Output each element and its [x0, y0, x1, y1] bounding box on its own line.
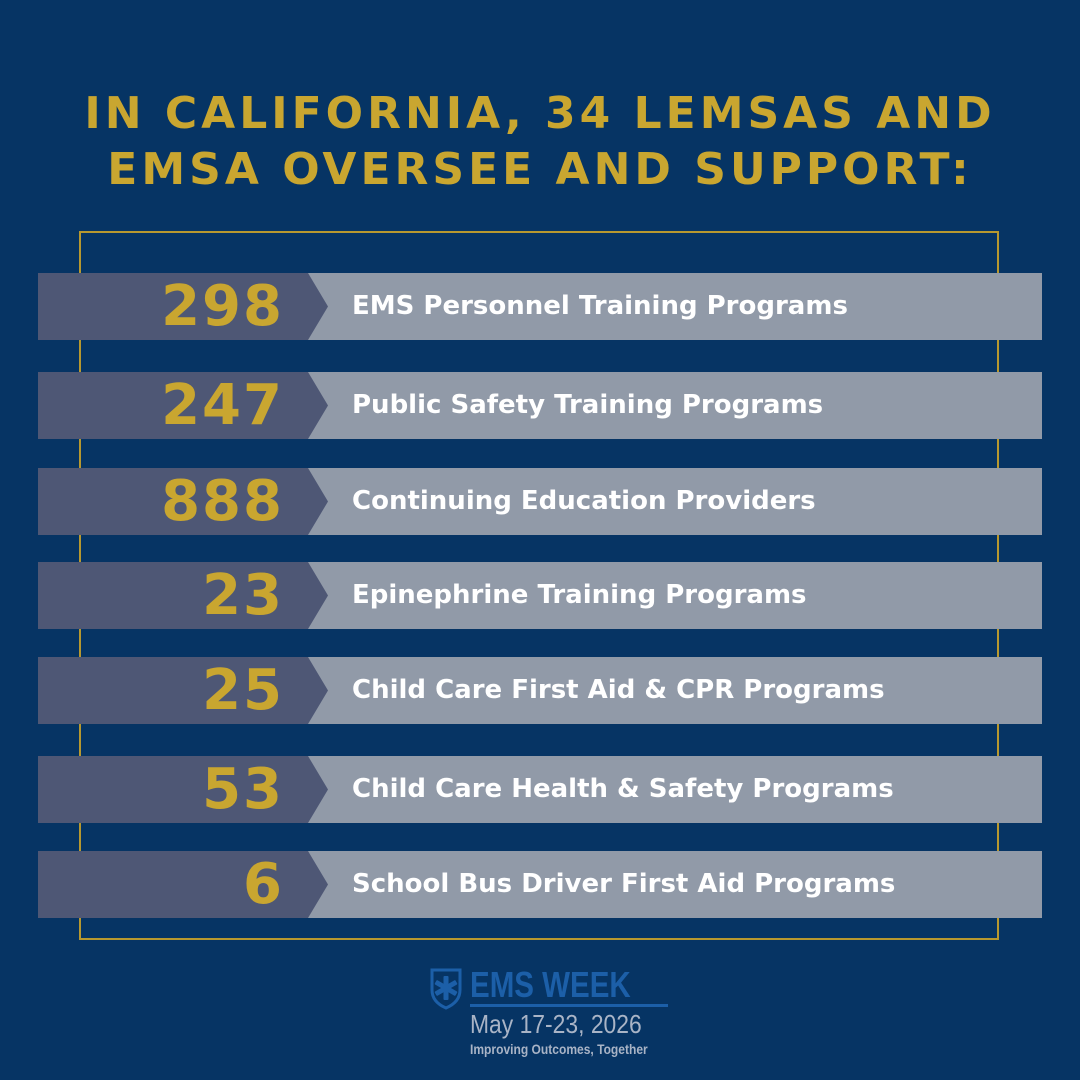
stat-label: Epinephrine Training Programs: [352, 580, 807, 610]
title-line-2: EMSA OVERSEE AND SUPPORT:: [107, 144, 973, 195]
stat-number: 888: [161, 469, 284, 534]
number-band: [38, 851, 328, 918]
title-line-1: IN CALIFORNIA, 34 LEMSAS AND: [84, 88, 996, 139]
stat-number: 298: [161, 274, 284, 339]
logo-text: EMS WEEK: [470, 964, 631, 1005]
stat-label: Child Care Health & Safety Programs: [352, 774, 894, 804]
number-band: [38, 372, 328, 439]
star-of-life-shield-icon: [430, 968, 462, 1010]
ems-week-logo: EMS WEEK May 17-23, 2026 Improving Outco…: [428, 964, 668, 1064]
tagline: Improving Outcomes, Together: [470, 1041, 648, 1057]
stat-row: 25 Child Care First Aid & CPR Programs: [38, 657, 1042, 724]
stat-label: EMS Personnel Training Programs: [352, 291, 848, 321]
event-dates: May 17-23, 2026: [470, 1009, 642, 1039]
stat-number: 247: [161, 373, 284, 438]
stat-label: School Bus Driver First Aid Programs: [352, 869, 896, 899]
stat-label: Continuing Education Providers: [352, 486, 816, 516]
page-title: IN CALIFORNIA, 34 LEMSAS AND EMSA OVERSE…: [0, 86, 1080, 198]
stat-row: 298 EMS Personnel Training Programs: [38, 273, 1042, 340]
logo-underline: [470, 1004, 668, 1007]
number-band: [38, 756, 328, 823]
number-band: [38, 468, 328, 535]
stat-number: 23: [202, 563, 284, 628]
stat-number: 53: [202, 757, 284, 822]
stat-row: 23 Epinephrine Training Programs: [38, 562, 1042, 629]
stat-number: 25: [202, 658, 284, 723]
stat-number: 6: [243, 852, 284, 917]
stat-row: 53 Child Care Health & Safety Programs: [38, 756, 1042, 823]
stat-label: Public Safety Training Programs: [352, 390, 824, 420]
number-band: [38, 562, 328, 629]
number-band: [38, 273, 328, 340]
stat-row: 888 Continuing Education Providers: [38, 468, 1042, 535]
stat-row: 247 Public Safety Training Programs: [38, 372, 1042, 439]
number-band: [38, 657, 328, 724]
stat-label: Child Care First Aid & CPR Programs: [352, 675, 885, 705]
stat-row: 6 School Bus Driver First Aid Programs: [38, 851, 1042, 918]
